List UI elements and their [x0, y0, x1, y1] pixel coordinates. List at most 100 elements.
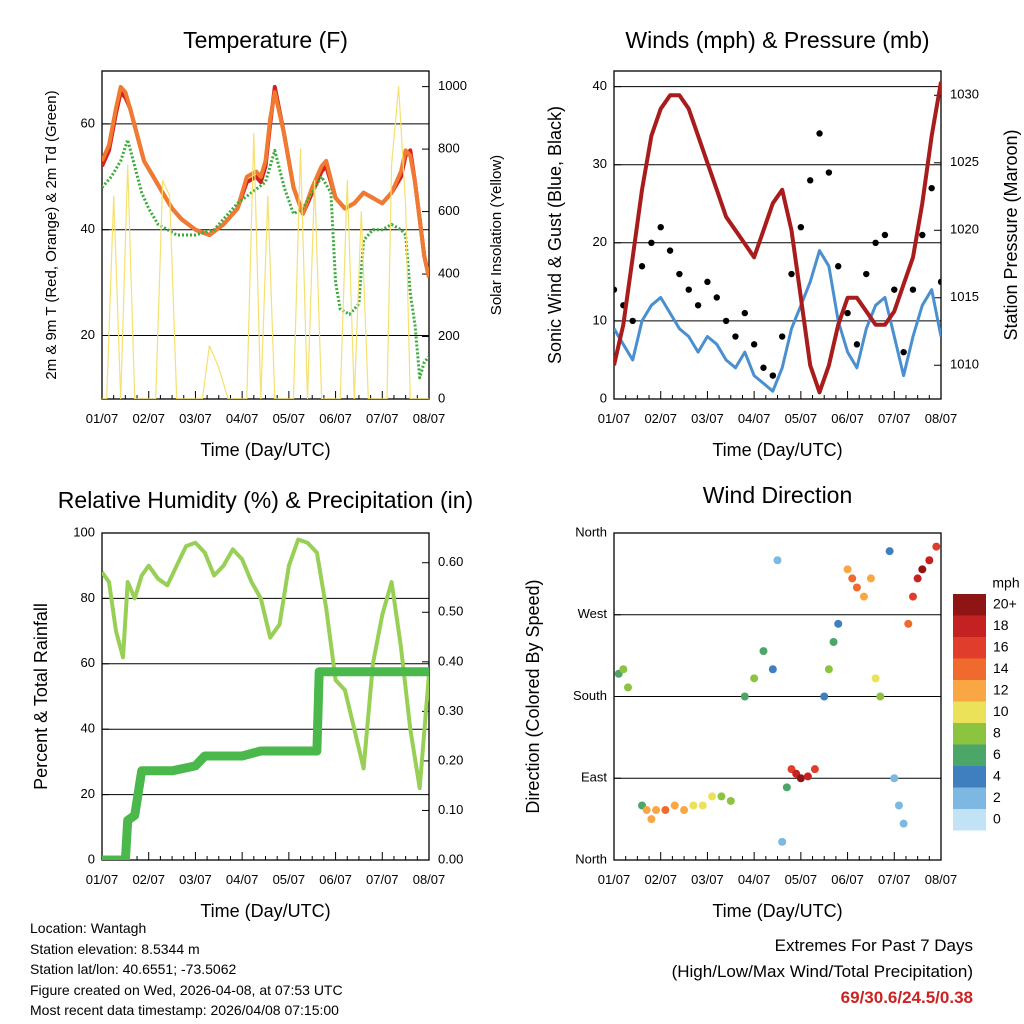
direction-point	[918, 565, 927, 574]
colorbar-label: 18	[993, 617, 1009, 633]
gust-point	[666, 247, 674, 254]
winds-ytick-right-label: 1020	[950, 222, 979, 237]
gust-point	[732, 333, 739, 340]
direction-point	[824, 665, 833, 674]
winds-xtick-label: 07/07	[878, 411, 911, 426]
winds-ytick-label: 0	[600, 390, 607, 405]
colorbar-swatch	[953, 594, 986, 616]
humidity-ytick-right-label: 0.50	[438, 604, 463, 619]
direction-point	[852, 583, 861, 592]
humidity-ytick-label: 0	[88, 851, 95, 866]
direction-xtick-label: 07/07	[878, 872, 911, 887]
direction-point	[642, 806, 651, 815]
colorbar-label: 20+	[993, 595, 1017, 611]
direction-point	[820, 692, 829, 701]
colorbar-label: 8	[993, 724, 1001, 740]
gust-point	[694, 302, 702, 309]
gust-point	[937, 278, 941, 286]
temperature-ylabel-right: Solar Insolation (Yellow)	[488, 155, 505, 315]
gust-point	[788, 270, 795, 278]
temperature-ytick-label: 20	[81, 327, 95, 342]
colorbar-swatch	[953, 615, 986, 637]
latest-timestamp: Most recent data timestamp: 2026/04/08 0…	[30, 1002, 339, 1018]
winds-xtick-label: 04/07	[738, 411, 771, 426]
direction-xtick-label: 01/07	[598, 872, 631, 887]
gust-point	[909, 286, 917, 293]
temperature-xtick-label: 08/07	[413, 411, 446, 426]
direction-point	[932, 542, 941, 551]
direction-point	[843, 565, 852, 574]
colorbar-label: 16	[993, 638, 1009, 654]
direction-point	[876, 692, 885, 701]
direction-point	[899, 819, 908, 828]
gust-point	[676, 270, 683, 278]
direction-point	[750, 674, 759, 683]
direction-point	[782, 783, 791, 792]
colorbar-swatch	[953, 701, 986, 723]
gust-point	[722, 317, 730, 325]
direction-point	[647, 815, 656, 824]
gust-point	[638, 263, 646, 270]
winds-xtick-label: 02/07	[644, 411, 677, 426]
direction-point	[894, 801, 903, 810]
colorbar-title: mph	[992, 575, 1019, 591]
direction-point	[619, 665, 628, 674]
direction-point	[829, 638, 838, 646]
temperature-ytick-label: 40	[81, 221, 95, 236]
series-sonic-wind	[614, 249, 941, 393]
station-elevation: Station elevation: 8.5344 m	[30, 940, 200, 957]
temperature-ytick-right-label: 0	[438, 390, 445, 405]
humidity-xlabel: Time (Day/UTC)	[200, 901, 330, 921]
temperature-xtick-label: 06/07	[319, 411, 352, 426]
gust-point	[648, 239, 655, 247]
station-latlon: Station lat/lon: 40.6551; -73.5062	[30, 961, 237, 977]
winds-ytick-label: 20	[593, 234, 607, 249]
direction-point	[768, 665, 777, 674]
direction-ytick-label: North	[575, 851, 607, 866]
direction-ytick-label: East	[581, 770, 607, 785]
temperature-ytick-right-label: 400	[438, 265, 460, 280]
direction-plot-area	[614, 542, 941, 846]
series-solar-insolation	[102, 86, 429, 399]
temperature-xtick-label: 05/07	[273, 411, 306, 426]
series-station-pressure	[614, 81, 941, 395]
direction-point	[871, 674, 880, 683]
gust-point	[741, 309, 748, 317]
direction-point	[670, 801, 679, 810]
temperature-plot-frame	[101, 70, 430, 400]
colorbar-swatch	[953, 637, 986, 659]
direction-point	[885, 547, 894, 556]
gust-point	[872, 239, 879, 247]
winds-xtick-label: 01/07	[598, 411, 631, 426]
humidity-title: Relative Humidity (%) & Precipitation (i…	[58, 487, 473, 513]
winds-ytick-label: 30	[593, 156, 607, 171]
direction-xtick-label: 05/07	[785, 872, 818, 887]
gust-point	[657, 223, 664, 231]
gust-point	[778, 333, 786, 340]
series-relative-humidity	[102, 537, 429, 791]
winds-ylabel-right: Station Pressure (Maroon)	[1001, 129, 1021, 340]
humidity-ytick-label: 40	[81, 721, 95, 736]
direction-point	[778, 837, 787, 846]
winds-ytick-right-label: 1010	[950, 357, 979, 372]
humidity-plot-frame	[101, 532, 430, 861]
direction-point	[698, 801, 707, 810]
colorbar-swatch	[953, 658, 986, 680]
humidity-xtick-label: 01/07	[86, 872, 119, 887]
humidity-ytick-label: 60	[81, 655, 95, 670]
temperature-ylabel: 2m & 9m T (Red, Orange) & 2m Td (Green)	[43, 90, 60, 379]
direction-point	[803, 772, 812, 781]
gust-point	[704, 278, 711, 286]
colorbar-label: 12	[993, 681, 1009, 697]
humidity-xtick-label: 07/07	[366, 872, 399, 887]
gust-point	[769, 372, 777, 379]
gust-point	[863, 270, 870, 278]
direction-ytick-label: West	[578, 606, 608, 621]
direction-point	[680, 806, 689, 815]
gust-point	[713, 294, 720, 301]
temperature-ytick-right-label: 600	[438, 203, 460, 218]
winds-ytick-right-label: 1015	[950, 289, 979, 304]
winds-plot-frame	[613, 70, 942, 400]
humidity-ytick-right-label: 0.40	[438, 653, 463, 668]
direction-point	[810, 765, 819, 774]
